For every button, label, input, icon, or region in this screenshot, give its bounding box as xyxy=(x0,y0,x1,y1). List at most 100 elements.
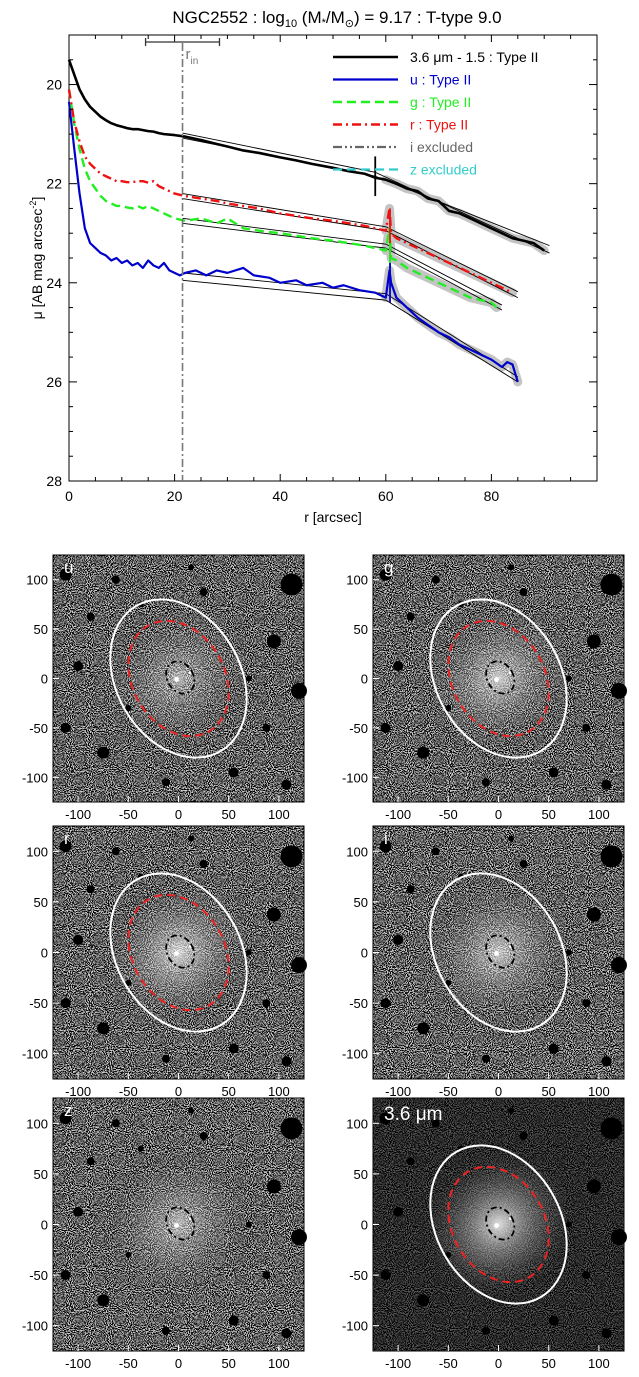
panel-x-tick-label: -100 xyxy=(65,807,91,822)
series-line-1 xyxy=(67,101,519,383)
panel-y-tick-label: 100 xyxy=(346,844,368,859)
panel-y-tick-label: 100 xyxy=(26,573,48,588)
y-tick-label-0: 20 xyxy=(46,77,62,93)
y-axis-label: μ [AB mag arcsec-2] xyxy=(28,197,45,320)
y-tick-label-2: 24 xyxy=(46,275,62,291)
panel-x-tick-label: -50 xyxy=(119,807,138,822)
panel-x-tick-label: 100 xyxy=(268,807,290,822)
mask-hole xyxy=(290,957,307,974)
mask-hole xyxy=(73,1206,84,1217)
panel-x-tick-label: 50 xyxy=(221,1356,235,1371)
galaxy-core xyxy=(494,951,499,956)
chart-body xyxy=(67,43,550,481)
galaxy-core xyxy=(174,677,179,682)
panel-y-tick-label: 50 xyxy=(34,1167,48,1182)
outer-ellipse xyxy=(429,1144,568,1305)
y-label-sup: -2 xyxy=(28,201,38,209)
mask-hole xyxy=(393,1206,404,1217)
mask-hole xyxy=(379,840,392,853)
y-axis-ticks: 20 22 24 26 28 xyxy=(46,59,597,489)
y-tick-label-3: 26 xyxy=(46,374,62,390)
panel-x-tick-label: 50 xyxy=(541,1356,555,1371)
chart-title: NGC2552 : log10 (M*/M⊙) = 9.17 : T-type … xyxy=(172,8,501,30)
fit-line-1 xyxy=(182,132,550,254)
mask-hole xyxy=(445,705,452,712)
panel-y-tick-label: -50 xyxy=(349,721,368,736)
legend-label-4: i excluded xyxy=(410,139,473,155)
mask-hole xyxy=(610,957,627,974)
panel-x-tick-label: 0 xyxy=(495,807,502,822)
inner-ellipse xyxy=(165,934,196,969)
galaxy-core xyxy=(494,677,499,682)
galaxy-core xyxy=(174,951,179,956)
mask-hole xyxy=(431,575,440,584)
x-tick-label-2: 40 xyxy=(272,488,288,504)
panel-x-tick-label: -50 xyxy=(439,1084,458,1099)
title-prefix: NGC2552 : log xyxy=(172,8,284,27)
mask-hole xyxy=(600,1117,623,1140)
panel-y-tick-label: -100 xyxy=(342,1319,368,1334)
mask-hole xyxy=(97,1022,110,1035)
mask-hole xyxy=(508,1107,515,1114)
inner-ellipse xyxy=(165,1206,196,1241)
inner-ellipse xyxy=(485,1206,516,1241)
mask-hole xyxy=(601,779,612,790)
mask-hole xyxy=(199,588,208,597)
legend-label-2: g : Type II xyxy=(410,94,471,110)
mask-hole xyxy=(199,859,208,868)
panel-y-tick-label: -50 xyxy=(349,996,368,1011)
panel-x-tick-label: -100 xyxy=(385,1356,411,1371)
mask-hole xyxy=(431,1119,440,1128)
mask-hole xyxy=(610,682,627,699)
panel-x-tick-label: -100 xyxy=(385,807,411,822)
mask-hole xyxy=(125,979,132,986)
image-panels: u -100 -50 0 50 100 100 50 0 -50 -100 g -100 -50 0 50 10… xyxy=(22,554,627,1371)
mask-hole xyxy=(97,746,110,759)
panel-x-tick-label: 50 xyxy=(541,807,555,822)
mask-hole xyxy=(59,568,72,581)
title-sun: ⊙ xyxy=(345,18,354,30)
mask-hole xyxy=(508,564,515,571)
mask-hole xyxy=(280,573,303,596)
mask-hole xyxy=(601,1056,612,1067)
y-tick-label-1: 22 xyxy=(46,176,62,192)
mask-hole xyxy=(586,634,601,649)
title-suffix: ) = 9.17 : T-type 9.0 xyxy=(354,8,502,27)
inner-ellipse xyxy=(485,660,516,695)
mask-hole xyxy=(582,1271,591,1280)
r-in-label: rin xyxy=(186,46,199,67)
image-panel-4: z -100 -50 0 50 100 100 50 0 -50 -100 xyxy=(22,1097,307,1371)
mask-hole xyxy=(60,998,71,1009)
panel-x-tick-label: -50 xyxy=(119,1356,138,1371)
image-panel-5: 3.6 μm -100 -50 0 50 100 100 50 0 -50 -100 xyxy=(342,1097,627,1371)
mask-hole xyxy=(508,835,515,842)
panel-y-tick-label: 0 xyxy=(361,946,368,961)
mask-hole xyxy=(161,778,170,787)
mask-hole xyxy=(417,746,430,759)
fit-line-3 xyxy=(182,193,518,293)
mask-hole xyxy=(188,835,195,842)
legend-label-0: 3.6 μm - 1.5 : Type II xyxy=(410,49,538,65)
legend: 3.6 μm - 1.5 : Type II u : Type II g : Typ… xyxy=(333,49,538,178)
galaxy-core xyxy=(494,1223,499,1228)
mask-hole xyxy=(280,845,303,868)
mask-hole xyxy=(582,723,591,732)
break-ellipse xyxy=(127,619,230,738)
mask-hole xyxy=(445,1251,452,1258)
panel-x-tick-label: 0 xyxy=(175,1084,182,1099)
panel-y-tick-label: -100 xyxy=(22,1047,48,1062)
mask-hole xyxy=(228,767,239,778)
r-in-marker: rin xyxy=(144,38,221,67)
mask-hole xyxy=(431,847,440,856)
mask-hole xyxy=(417,1294,430,1307)
panel-label: g xyxy=(384,558,393,577)
mask-hole xyxy=(380,722,391,733)
panel-y-tick-label: 0 xyxy=(361,1218,368,1233)
panel-x-tick-label: -50 xyxy=(439,807,458,822)
panel-y-tick-label: -100 xyxy=(22,1319,48,1334)
panel-x-tick-label: 100 xyxy=(588,1356,610,1371)
x-tick-label-0: 0 xyxy=(65,488,73,504)
panel-y-tick-label: -100 xyxy=(22,770,48,785)
mask-hole xyxy=(565,949,572,956)
x-tick-label-3: 60 xyxy=(378,488,394,504)
